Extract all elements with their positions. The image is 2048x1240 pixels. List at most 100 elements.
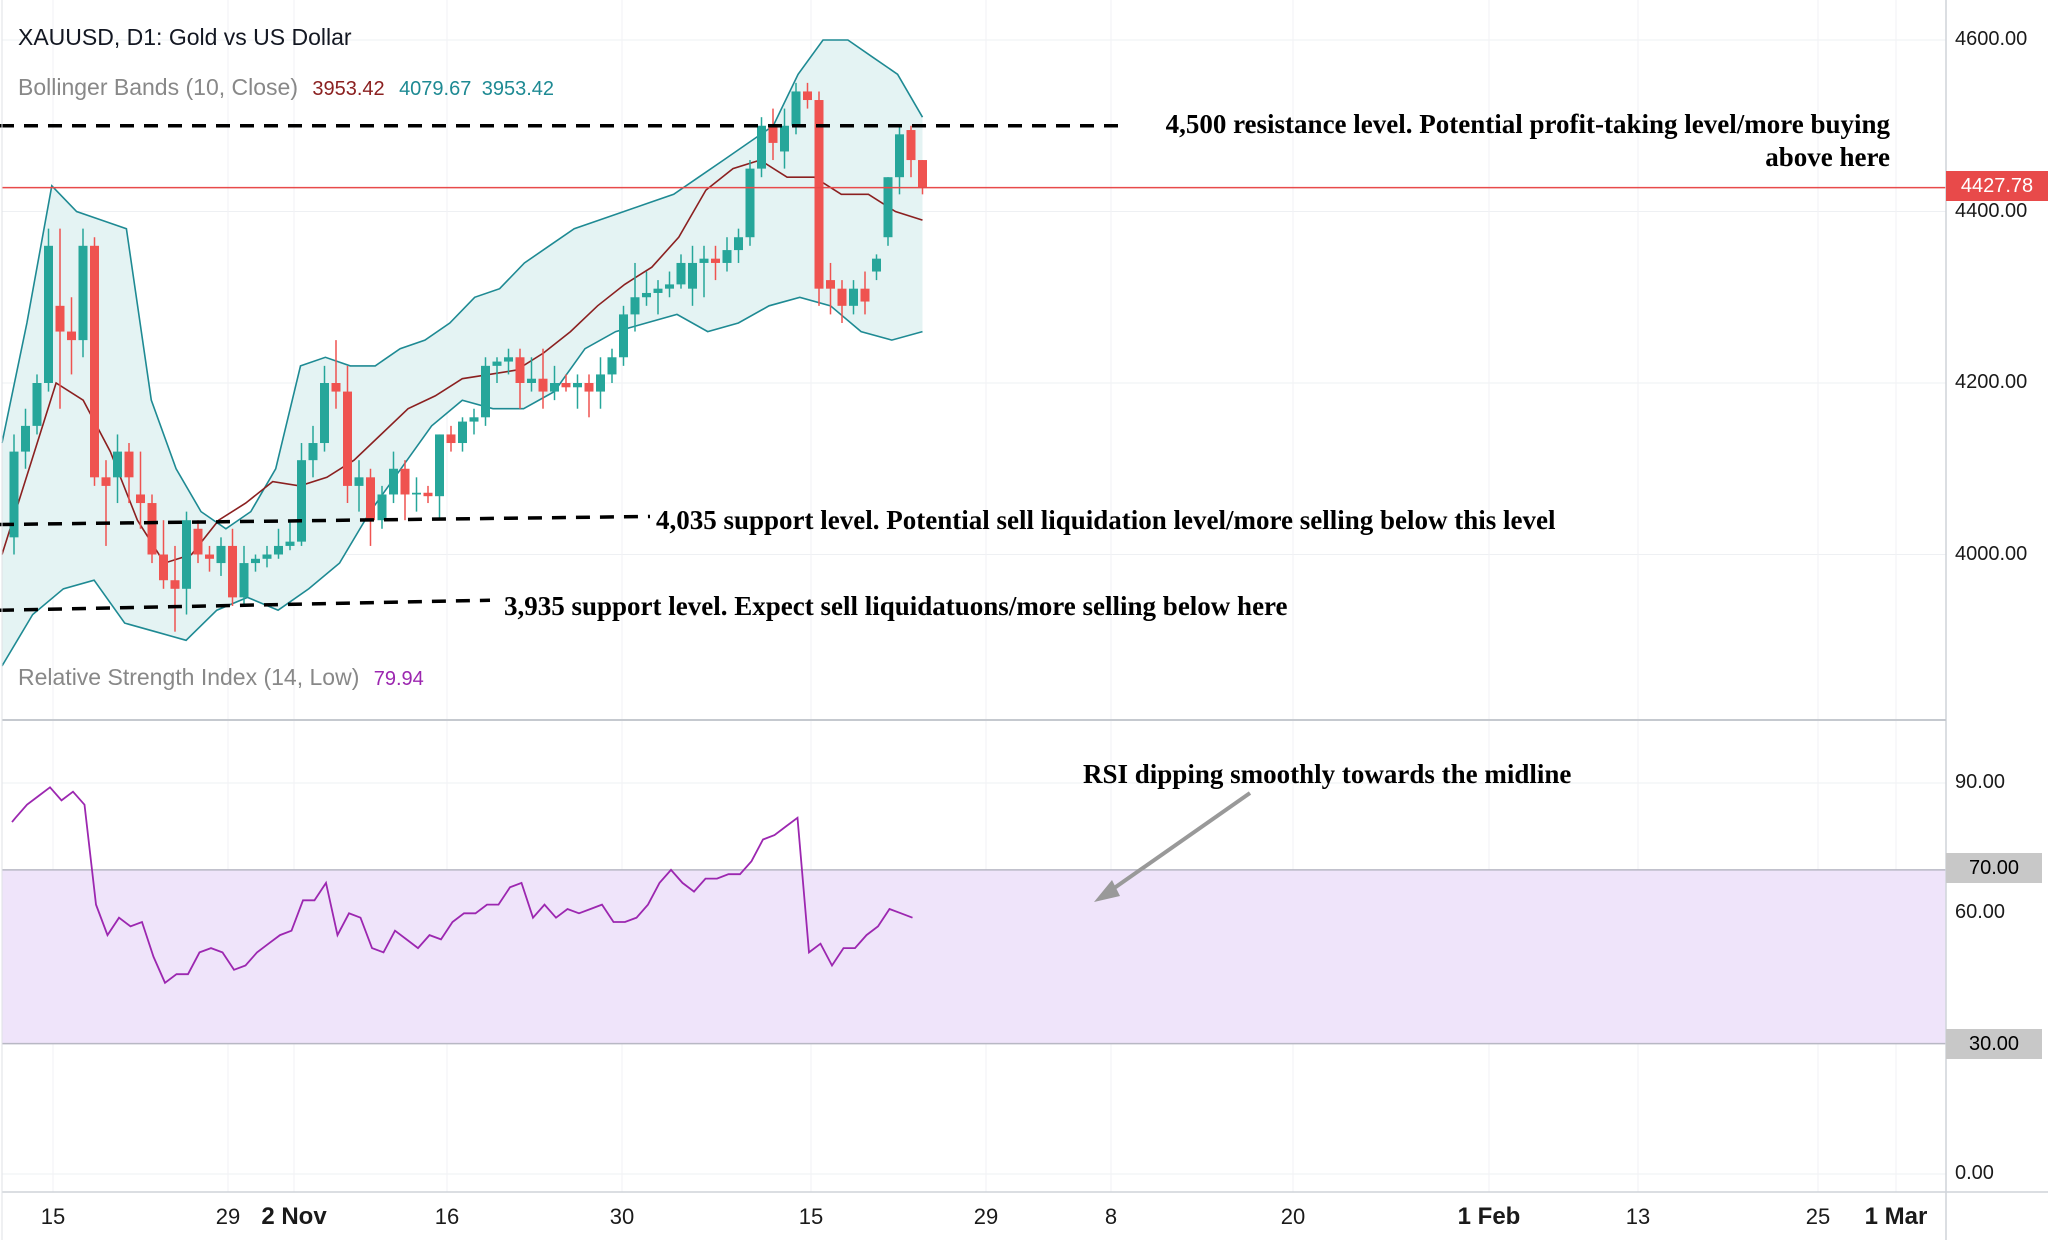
support-3935-annotation: 3,935 support level. Expect sell liquida…: [504, 591, 1288, 621]
rsi-line-path: [11, 786, 913, 985]
candle-body: [538, 378, 548, 392]
candle: [814, 91, 824, 306]
bollinger-fill: [2, 40, 923, 666]
candle-body: [113, 451, 122, 478]
rsi-zone: [2, 869, 1946, 1045]
candle-body: [872, 258, 881, 272]
candle-body: [423, 492, 433, 497]
candle-body: [607, 357, 617, 375]
candle-body: [895, 134, 904, 178]
candle: [320, 365, 329, 452]
candle: [768, 108, 778, 161]
candle: [642, 271, 651, 306]
bollinger-value-lower: 3953.42: [481, 78, 555, 100]
candle: [653, 280, 663, 315]
x-tick-label: 29: [974, 1204, 998, 1229]
rsi-lower-zone-label: 30.00: [1946, 1029, 2042, 1059]
candle: [377, 485, 387, 529]
candle: [883, 177, 893, 246]
candle: [918, 160, 927, 195]
candle-body: [366, 477, 375, 521]
candle: [826, 262, 835, 315]
candle-body: [343, 391, 352, 486]
candle-body: [228, 545, 237, 598]
candle: [515, 348, 525, 409]
candle-body: [147, 503, 157, 555]
x-tick-label: 1 Feb: [1458, 1203, 1521, 1230]
candle: [665, 271, 674, 298]
candle-body: [274, 545, 283, 555]
candle-body: [377, 494, 387, 521]
x-tick-label: 2 Nov: [261, 1203, 327, 1230]
candle-body: [492, 361, 502, 366]
candle: [55, 228, 65, 409]
candle: [561, 374, 571, 392]
candle: [458, 417, 467, 452]
x-tick-label: 29: [216, 1204, 240, 1229]
candle-body: [262, 554, 272, 559]
candle: [147, 494, 157, 564]
candle-body: [308, 443, 318, 461]
candle-body: [906, 130, 916, 161]
candle-body: [354, 477, 364, 486]
rsi-tick-label: 0.00: [1955, 1162, 1994, 1184]
candle: [113, 434, 122, 504]
candle: [734, 228, 743, 263]
candle-body: [630, 297, 640, 315]
candle: [228, 528, 237, 606]
candle: [527, 357, 536, 392]
candle: [136, 451, 145, 529]
candle-body: [734, 237, 743, 251]
candle: [366, 468, 375, 546]
candle-body: [136, 494, 145, 504]
x-tick-label: 20: [1281, 1204, 1305, 1229]
candle: [124, 443, 134, 504]
candle-body: [469, 417, 479, 422]
candle: [607, 348, 617, 383]
candle-body: [251, 558, 260, 564]
candle-body: [90, 245, 99, 478]
candle-body: [182, 520, 191, 589]
candle-body: [32, 383, 42, 426]
candle: [354, 460, 364, 512]
candle: [67, 297, 76, 375]
candle: [343, 365, 352, 504]
candle-body: [78, 245, 88, 341]
candle-body: [791, 91, 801, 126]
candle-body: [665, 284, 674, 289]
candle-body: [481, 365, 490, 418]
candle: [757, 117, 766, 178]
candle: [182, 511, 191, 615]
candle: [584, 374, 594, 418]
rsi-value: 79.94: [373, 668, 424, 690]
candle: [78, 228, 88, 358]
candle: [400, 460, 410, 521]
candle-body: [573, 383, 582, 388]
resistance-annotation-line2: above here: [1765, 142, 1890, 172]
candle: [849, 280, 858, 315]
x-tick-label: 30: [610, 1204, 634, 1229]
candle: [780, 108, 789, 169]
candle: [389, 451, 398, 504]
bollinger-value-basis: 4079.67: [399, 78, 472, 100]
candle: [906, 125, 916, 178]
candle: [538, 348, 548, 409]
candle-body: [458, 421, 467, 444]
symbol-title: XAUUSD, D1: Gold vs US Dollar: [18, 24, 352, 50]
candle-body: [619, 314, 628, 358]
candle-body: [642, 292, 651, 298]
candle-body: [584, 383, 594, 392]
candle: [630, 262, 640, 332]
candle: [9, 434, 19, 555]
candle: [550, 365, 559, 401]
candle: [205, 545, 214, 572]
candle: [239, 545, 249, 606]
x-tick-label: 25: [1806, 1204, 1830, 1229]
arrow-head: [1094, 880, 1120, 902]
candle-body: [918, 160, 927, 188]
bollinger-value-upper: 3953.42: [312, 78, 385, 100]
candle: [90, 237, 99, 486]
candle: [274, 528, 283, 559]
support-level-line: [0, 598, 491, 612]
candle-body: [550, 383, 559, 392]
